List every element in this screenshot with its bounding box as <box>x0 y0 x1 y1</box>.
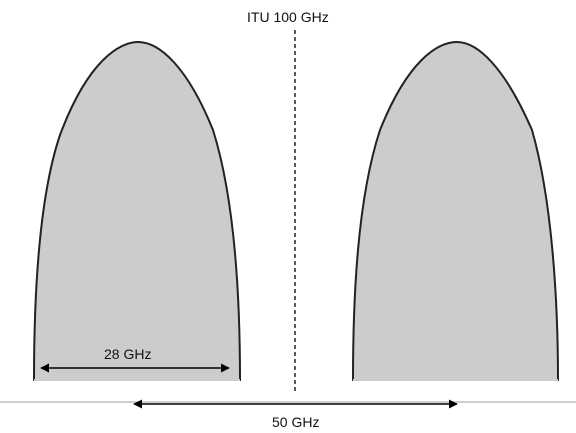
channel-spacing-label: 50 GHz <box>272 414 320 430</box>
channel-width-label: 28 GHz <box>104 346 152 362</box>
itu-grid-label: ITU 100 GHz <box>247 9 329 25</box>
channel-right <box>351 40 560 381</box>
channel-left <box>32 40 242 381</box>
